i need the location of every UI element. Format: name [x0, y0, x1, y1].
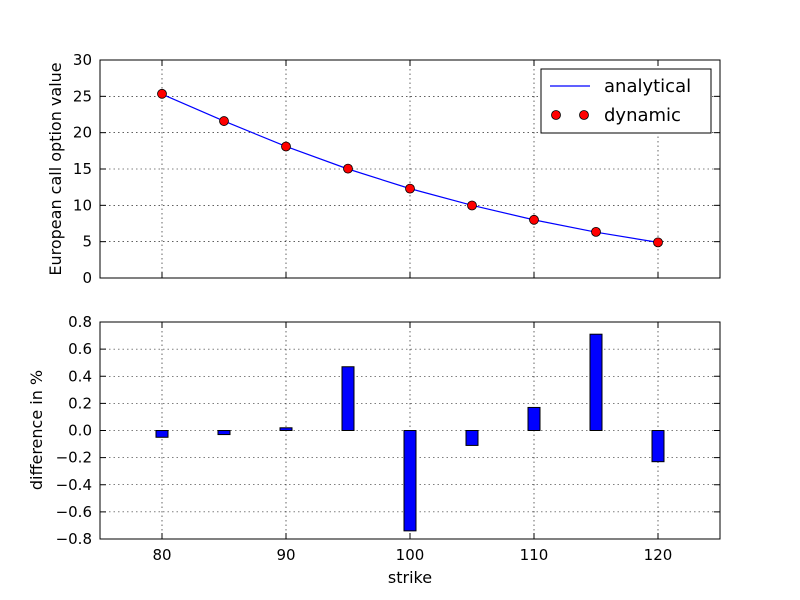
difference-bars	[155, 333, 665, 532]
bottom-y-tick-label: −0.6	[56, 503, 92, 521]
dynamic-point	[343, 163, 353, 174]
difference-bar	[217, 430, 231, 436]
dynamic-point	[281, 141, 291, 152]
top-y-tick-label: 15	[73, 160, 92, 178]
dynamic-point	[405, 183, 415, 194]
dynamic-point	[653, 237, 663, 248]
legend-dynamic-marker-icon	[551, 110, 561, 120]
dynamic-point	[591, 226, 601, 237]
bottom-y-tick-label: 0.4	[68, 367, 92, 385]
bottom-y-tick-label: 0.2	[68, 394, 92, 412]
difference-bar	[465, 430, 479, 446]
legend-analytical-label: analytical	[604, 76, 691, 97]
bottom-y-axis-label: difference in %	[27, 370, 46, 490]
difference-bar	[527, 406, 541, 432]
top-y-tick-label: 10	[73, 196, 92, 214]
top-y-tick-label: 5	[82, 233, 92, 251]
difference-bar	[341, 366, 355, 432]
bottom-y-tick-label: −0.2	[56, 449, 92, 467]
bottom-y-tick-label: −0.4	[56, 476, 92, 494]
bottom-y-tick-label: 0.0	[68, 422, 92, 440]
bottom-y-tick-label: 0.8	[68, 313, 92, 331]
difference-panel: 80 90 100 110 120 −0.8 −0.6 −0.4 −0.2 0.0 0.2 0.4 0.…	[27, 313, 721, 587]
x-tick-label: 110	[520, 546, 549, 564]
difference-bar	[279, 427, 293, 432]
bottom-y-tick-label: −0.8	[56, 530, 92, 548]
difference-bar	[403, 430, 417, 532]
top-y-tick-label: 25	[73, 87, 92, 105]
top-y-axis-label: European call option value	[46, 62, 65, 275]
x-tick-label: 90	[276, 546, 295, 564]
difference-bar	[155, 430, 169, 438]
difference-bar	[651, 430, 665, 463]
top-y-tick-label: 20	[73, 124, 92, 142]
x-tick-label: 120	[644, 546, 673, 564]
legend-dynamic-label: dynamic	[604, 105, 681, 126]
top-ticks: 0 5 10 15 20 25 30	[73, 51, 720, 287]
bottom-ticks: 80 90 100 110 120 −0.8 −0.6 −0.4 −0.2 0.0 0.2 0.4 0.…	[56, 313, 720, 564]
difference-bar	[589, 333, 603, 431]
legend-box	[540, 68, 712, 134]
bottom-y-tick-label: 0.6	[68, 340, 92, 358]
x-axis-label: strike	[388, 568, 432, 587]
x-tick-label: 80	[152, 546, 171, 564]
legend-dynamic-marker-icon-2	[579, 110, 589, 120]
x-tick-label: 100	[396, 546, 425, 564]
top-y-tick-label: 30	[73, 51, 92, 69]
top-y-tick-label: 0	[82, 269, 92, 287]
dynamic-point	[219, 116, 229, 126]
top-series	[157, 88, 663, 248]
dynamic-point	[157, 88, 167, 99]
legend: analytical dynamic	[540, 68, 712, 134]
dynamic-point	[529, 214, 539, 225]
dynamic-point	[467, 200, 477, 211]
